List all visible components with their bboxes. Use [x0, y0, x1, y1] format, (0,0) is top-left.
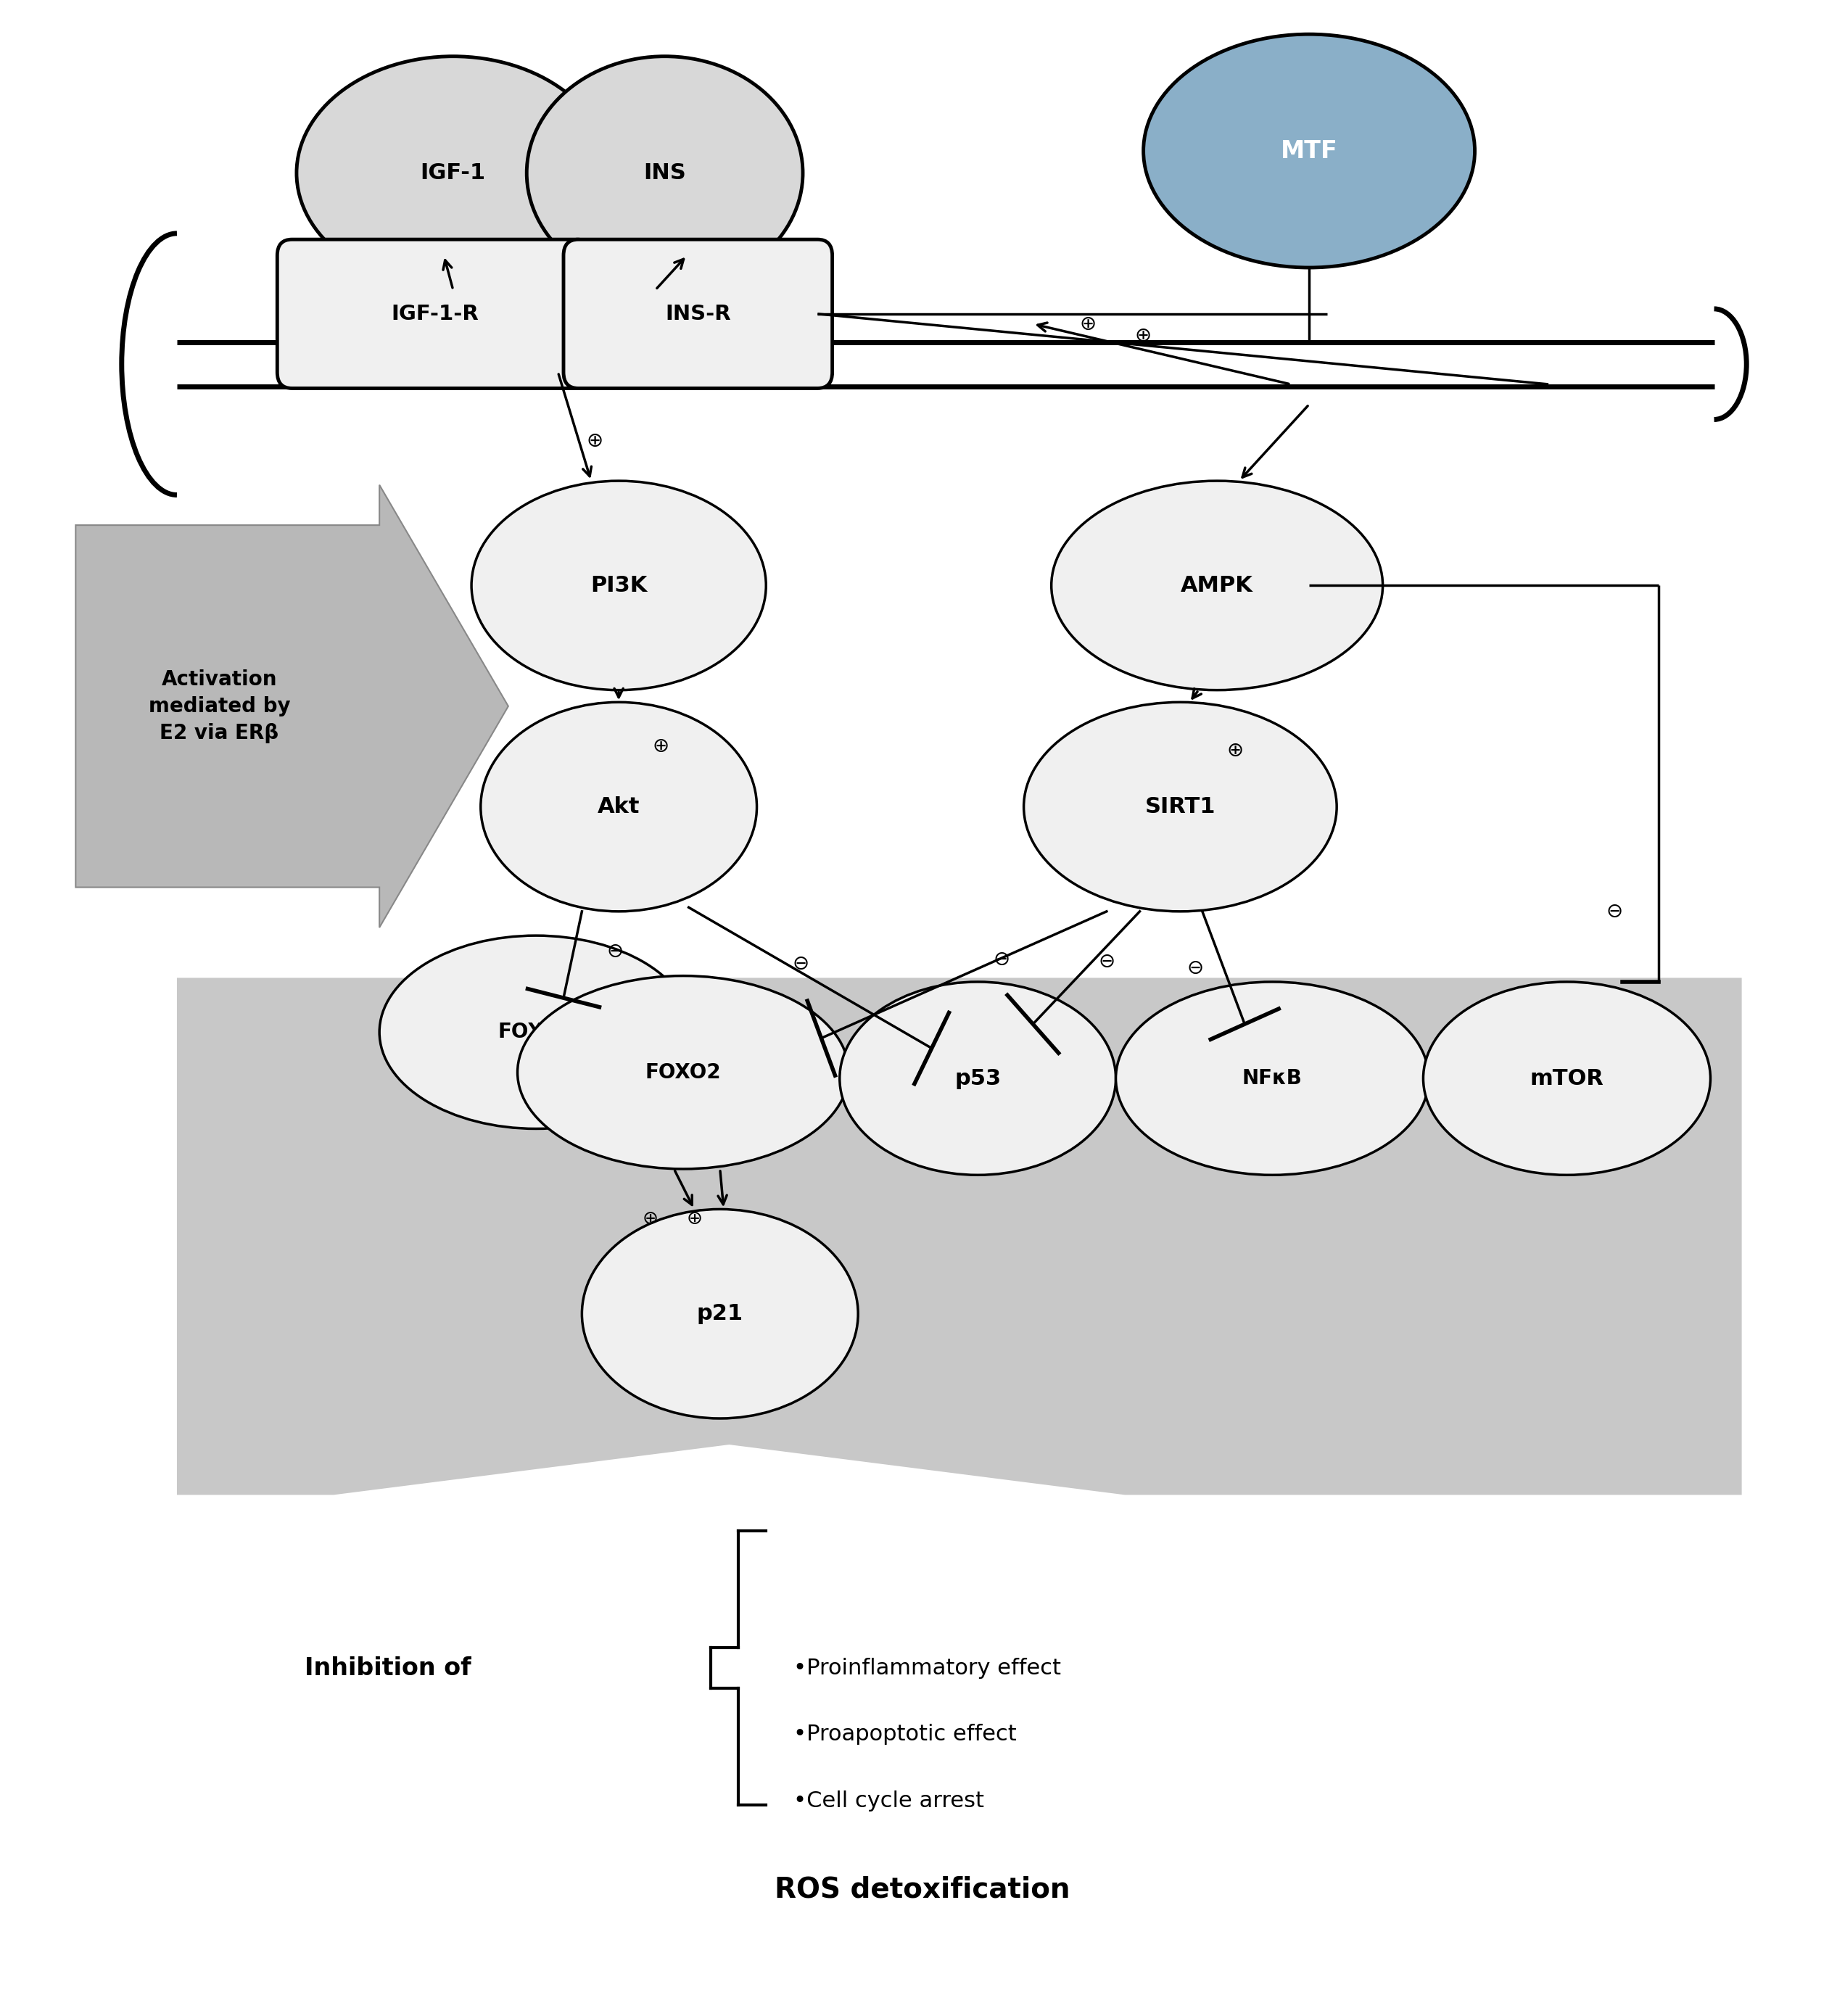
Text: ⊕: ⊕ [642, 1210, 659, 1228]
Text: Akt: Akt [598, 796, 640, 816]
Ellipse shape [839, 982, 1116, 1175]
Ellipse shape [526, 56, 803, 290]
Text: IGF-1: IGF-1 [421, 163, 485, 183]
Text: FOXO1: FOXO1 [498, 1022, 574, 1042]
Text: p21: p21 [697, 1302, 744, 1325]
Polygon shape [177, 978, 1742, 1496]
Ellipse shape [472, 482, 766, 689]
Text: ⊕: ⊕ [1135, 327, 1151, 347]
FancyBboxPatch shape [563, 240, 832, 389]
Text: ⊕: ⊕ [653, 736, 670, 756]
Ellipse shape [482, 702, 756, 911]
Text: •Proapoptotic effect: •Proapoptotic effect [793, 1724, 1017, 1744]
Ellipse shape [1116, 982, 1428, 1175]
Ellipse shape [1144, 34, 1474, 268]
Text: ⊖: ⊖ [1186, 958, 1203, 978]
Text: Activation
mediated by
E2 via ERβ: Activation mediated by E2 via ERβ [148, 669, 290, 744]
Text: ⊕: ⊕ [686, 1210, 703, 1228]
Text: ⊖: ⊖ [1098, 952, 1114, 972]
Polygon shape [76, 486, 507, 927]
Text: ⊕: ⊕ [1227, 740, 1244, 760]
Ellipse shape [1052, 482, 1382, 689]
Ellipse shape [1024, 702, 1338, 911]
FancyBboxPatch shape [277, 240, 592, 389]
Text: •Cell cycle arrest: •Cell cycle arrest [793, 1790, 985, 1810]
Text: ⊖: ⊖ [793, 954, 810, 974]
Text: ⊖: ⊖ [607, 941, 624, 962]
Text: •Proinflammatory effect: •Proinflammatory effect [793, 1657, 1061, 1679]
Text: ⊕: ⊕ [1079, 314, 1096, 335]
Ellipse shape [1422, 982, 1710, 1175]
Ellipse shape [581, 1210, 858, 1419]
Text: INS-R: INS-R [664, 304, 731, 325]
Ellipse shape [380, 935, 692, 1129]
Text: ROS detoxification: ROS detoxification [775, 1875, 1070, 1903]
Text: ⊕: ⊕ [587, 431, 603, 452]
Text: IGF-1-R: IGF-1-R [391, 304, 478, 325]
Text: p53: p53 [954, 1068, 1002, 1089]
Text: ⊖: ⊖ [993, 950, 1009, 970]
Text: SIRT1: SIRT1 [1146, 796, 1216, 816]
Text: INS: INS [644, 163, 686, 183]
Text: Inhibition of: Inhibition of [304, 1655, 472, 1679]
Text: AMPK: AMPK [1181, 575, 1253, 597]
Ellipse shape [297, 56, 609, 290]
Text: NFκB: NFκB [1242, 1068, 1303, 1089]
Text: MTF: MTF [1280, 139, 1338, 163]
Ellipse shape [517, 976, 849, 1169]
Text: ⊖: ⊖ [1607, 901, 1624, 921]
Text: FOXO2: FOXO2 [646, 1062, 721, 1083]
Text: mTOR: mTOR [1530, 1068, 1603, 1089]
Text: PI3K: PI3K [590, 575, 648, 597]
